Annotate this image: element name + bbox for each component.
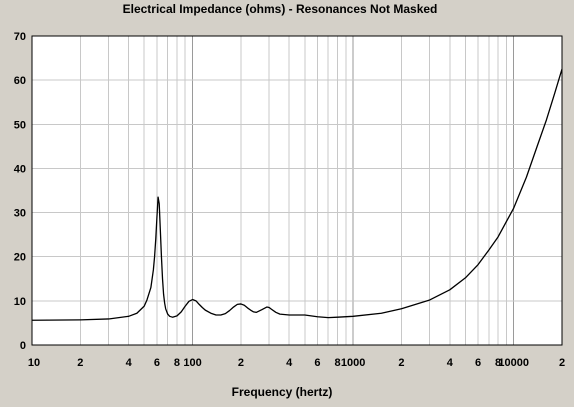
x-tick-label: 8 xyxy=(495,357,501,369)
x-tick-label: 100 xyxy=(183,357,201,369)
x-tick-label: 2 xyxy=(559,357,565,369)
x-tick-label: 2 xyxy=(398,357,404,369)
y-tick-label: 20 xyxy=(14,252,26,264)
impedance-curve xyxy=(31,68,563,321)
chart-title: Electrical Impedance (ohms) - Resonances… xyxy=(123,2,438,16)
x-tick-label: 4 xyxy=(126,357,133,369)
x-tick-label: 2 xyxy=(77,357,83,369)
y-tick-label: 60 xyxy=(14,75,26,87)
x-tick-label: 6 xyxy=(154,357,160,369)
x-tick-label: 1000 xyxy=(341,357,365,369)
y-tick-label: 10 xyxy=(14,296,26,308)
y-tick-label: 0 xyxy=(20,340,26,352)
x-tick-label: 10000 xyxy=(498,357,529,369)
x-tick-label: 2 xyxy=(238,357,244,369)
x-tick-label: 4 xyxy=(447,357,454,369)
plot-frame xyxy=(31,35,563,346)
x-tick-label: 6 xyxy=(475,357,481,369)
y-tick-label: 40 xyxy=(14,163,26,175)
x-tick-label: 8 xyxy=(174,357,180,369)
x-tick-label: 8 xyxy=(334,357,340,369)
x-tick-label: 4 xyxy=(286,357,293,369)
x-tick-label: 10 xyxy=(28,357,40,369)
x-tick-label: 6 xyxy=(314,357,320,369)
plot-area xyxy=(32,36,562,345)
y-tick-label: 70 xyxy=(14,31,26,43)
y-tick-label: 30 xyxy=(14,208,26,220)
y-tick-label: 50 xyxy=(14,119,26,131)
x-axis-label: Frequency (hertz) xyxy=(232,385,333,399)
